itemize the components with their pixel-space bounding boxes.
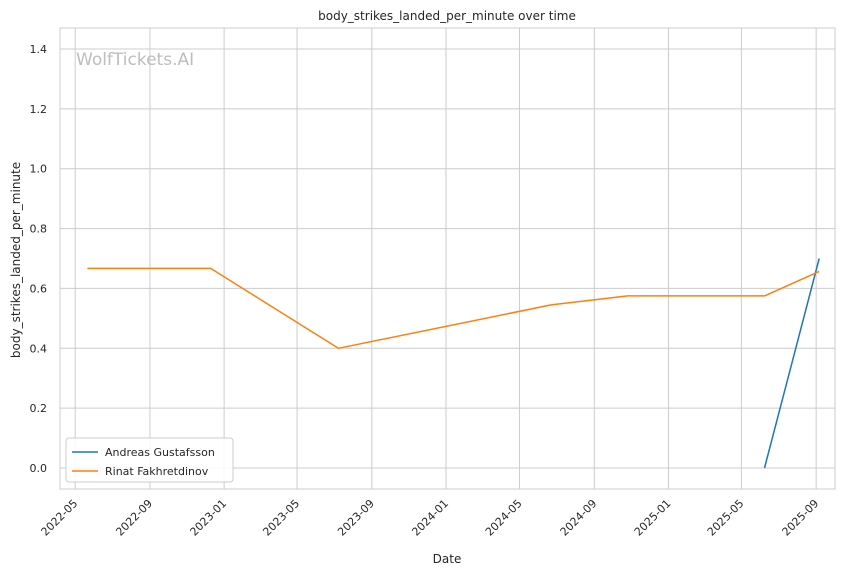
x-tick-label: 2023-05 xyxy=(260,497,302,539)
y-tick-label: 1.0 xyxy=(30,163,48,176)
series-line-andreas-gustafsson xyxy=(763,258,820,469)
y-tick-label: 0.2 xyxy=(30,402,48,415)
y-tick-label: 0.6 xyxy=(30,282,48,295)
chart-title: body_strikes_landed_per_minute over time xyxy=(318,9,576,23)
x-tick-labels: 2022-05 2022-09 2023-01 2023-05 2023-09 2024-… xyxy=(39,497,822,539)
y-tick-label: 1.4 xyxy=(30,43,48,56)
x-tick-label: 2022-05 xyxy=(39,497,81,539)
series-layer xyxy=(87,258,820,469)
x-tick-label: 2025-01 xyxy=(632,497,674,539)
watermark: WolfTickets.AI xyxy=(76,50,194,70)
plot-background xyxy=(60,28,835,489)
y-tick-label: 0.0 xyxy=(30,462,48,475)
legend-label-andreas: Andreas Gustafsson xyxy=(105,446,215,459)
y-tick-labels: 0.0 0.2 0.4 0.6 0.8 1.0 1.2 1.4 xyxy=(30,43,48,475)
x-tick-label: 2022-09 xyxy=(113,497,155,539)
y-tick-label: 0.8 xyxy=(30,223,48,236)
x-tick-label: 2023-01 xyxy=(188,497,230,539)
legend: Andreas Gustafsson Rinat Fakhretdinov xyxy=(65,437,234,483)
y-tick-label: 1.2 xyxy=(30,103,48,116)
x-tick-label: 2025-09 xyxy=(780,497,822,539)
x-tick-label: 2025-05 xyxy=(705,497,747,539)
x-axis-title: Date xyxy=(433,552,462,566)
x-tick-label: 2024-09 xyxy=(558,497,600,539)
plot-frame xyxy=(59,27,836,490)
x-tick-label: 2023-09 xyxy=(335,497,377,539)
legend-label-rinat: Rinat Fakhretdinov xyxy=(105,465,209,478)
series-line-rinat-fakhretdinov xyxy=(87,267,820,350)
y-tick-label: 0.4 xyxy=(30,342,48,355)
x-tick-label: 2024-01 xyxy=(409,497,451,539)
legend-box xyxy=(65,437,234,483)
x-tick-label: 2024-05 xyxy=(483,497,525,539)
y-axis-title: body_strikes_landed_per_minute xyxy=(9,162,23,358)
